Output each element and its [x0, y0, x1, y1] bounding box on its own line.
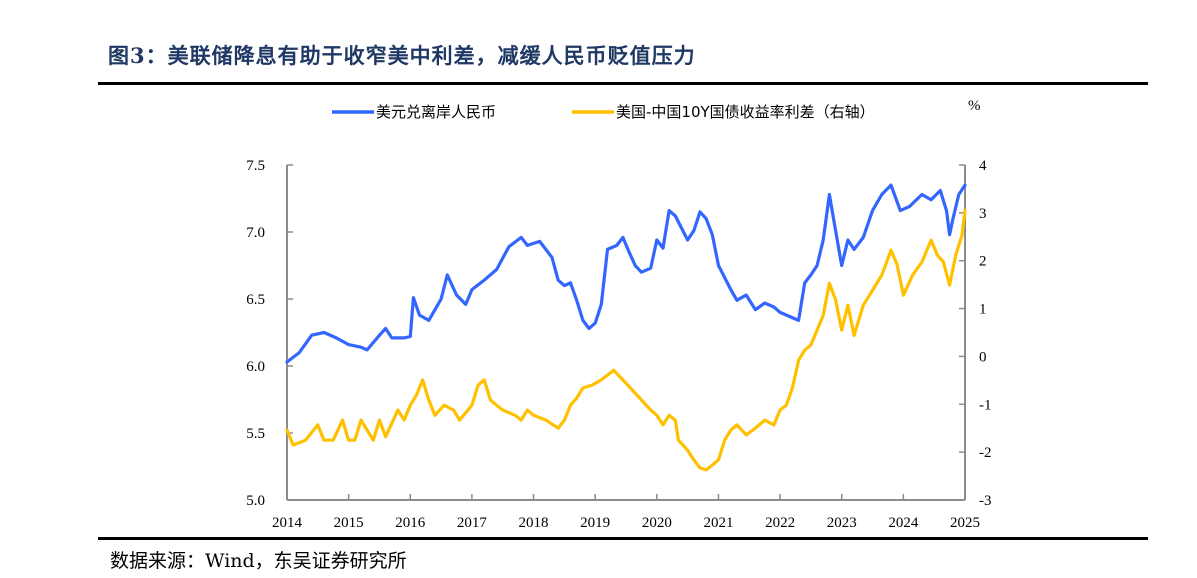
left-axis-tick-label: 7.0: [246, 225, 265, 241]
right-axis-tick-label: 3: [979, 206, 987, 222]
right-axis-tick-label: -3: [979, 493, 992, 509]
left-axis-tick-label: 5.5: [246, 426, 265, 442]
right-axis-tick-label: 2: [979, 254, 987, 270]
series-line-us-cn-10y-spread: [285, 208, 967, 472]
left-axis-tick-label: 6.0: [246, 359, 265, 375]
x-axis-tick-label: 2017: [457, 515, 488, 531]
x-axis-tick-label: 2016: [395, 515, 426, 531]
series-lines: [285, 183, 967, 472]
data-source-note: 数据来源：Wind，东吴证券研究所: [110, 550, 407, 572]
x-axis-tick-label: 2015: [334, 515, 364, 531]
legend-label-usd-cnh: 美元兑离岸人民币: [376, 103, 496, 121]
x-axis-tick-label: 2023: [827, 515, 857, 531]
figure-title: 图3：美联储降息有助于收窄美中利差，减缓人民币贬值压力: [108, 43, 696, 68]
right-axis-unit: %: [968, 98, 981, 114]
right-axis-tick-label: -2: [979, 445, 992, 461]
x-axis-tick-label: 2025: [950, 515, 980, 531]
axes: 5.0 5.5 6.0 6.5 7.0 7.5 -3 -2 -1 0 1 2 3 4 2014 2015 201…: [246, 158, 991, 531]
left-axis-tick-label: 6.5: [246, 292, 265, 308]
series-line-usd-cnh: [285, 183, 967, 364]
x-axis-tick-label: 2021: [703, 515, 733, 531]
x-axis-tick-label: 2014: [272, 515, 303, 531]
right-axis-tick-label: 0: [979, 349, 987, 365]
x-axis-tick-label: 2019: [580, 515, 610, 531]
bottom-rule: [98, 537, 1148, 540]
x-axis-tick-label: 2020: [642, 515, 672, 531]
right-axis-tick-label: 1: [979, 302, 987, 318]
left-axis-tick-label: 5.0: [246, 493, 265, 509]
legend-label-spread: 美国-中国10Y国债收益率利差（右轴）: [616, 103, 875, 121]
left-axis-tick-label: 7.5: [246, 158, 265, 174]
x-axis-tick-label: 2018: [519, 515, 549, 531]
top-rule: [98, 82, 1148, 85]
x-axis-tick-label: 2024: [888, 515, 919, 531]
x-axis-tick-label: 2022: [765, 515, 795, 531]
legend: 美元兑离岸人民币 美国-中国10Y国债收益率利差（右轴）: [332, 103, 875, 121]
right-axis-tick-label: 4: [979, 158, 987, 174]
right-axis-tick-label: -1: [979, 397, 992, 413]
